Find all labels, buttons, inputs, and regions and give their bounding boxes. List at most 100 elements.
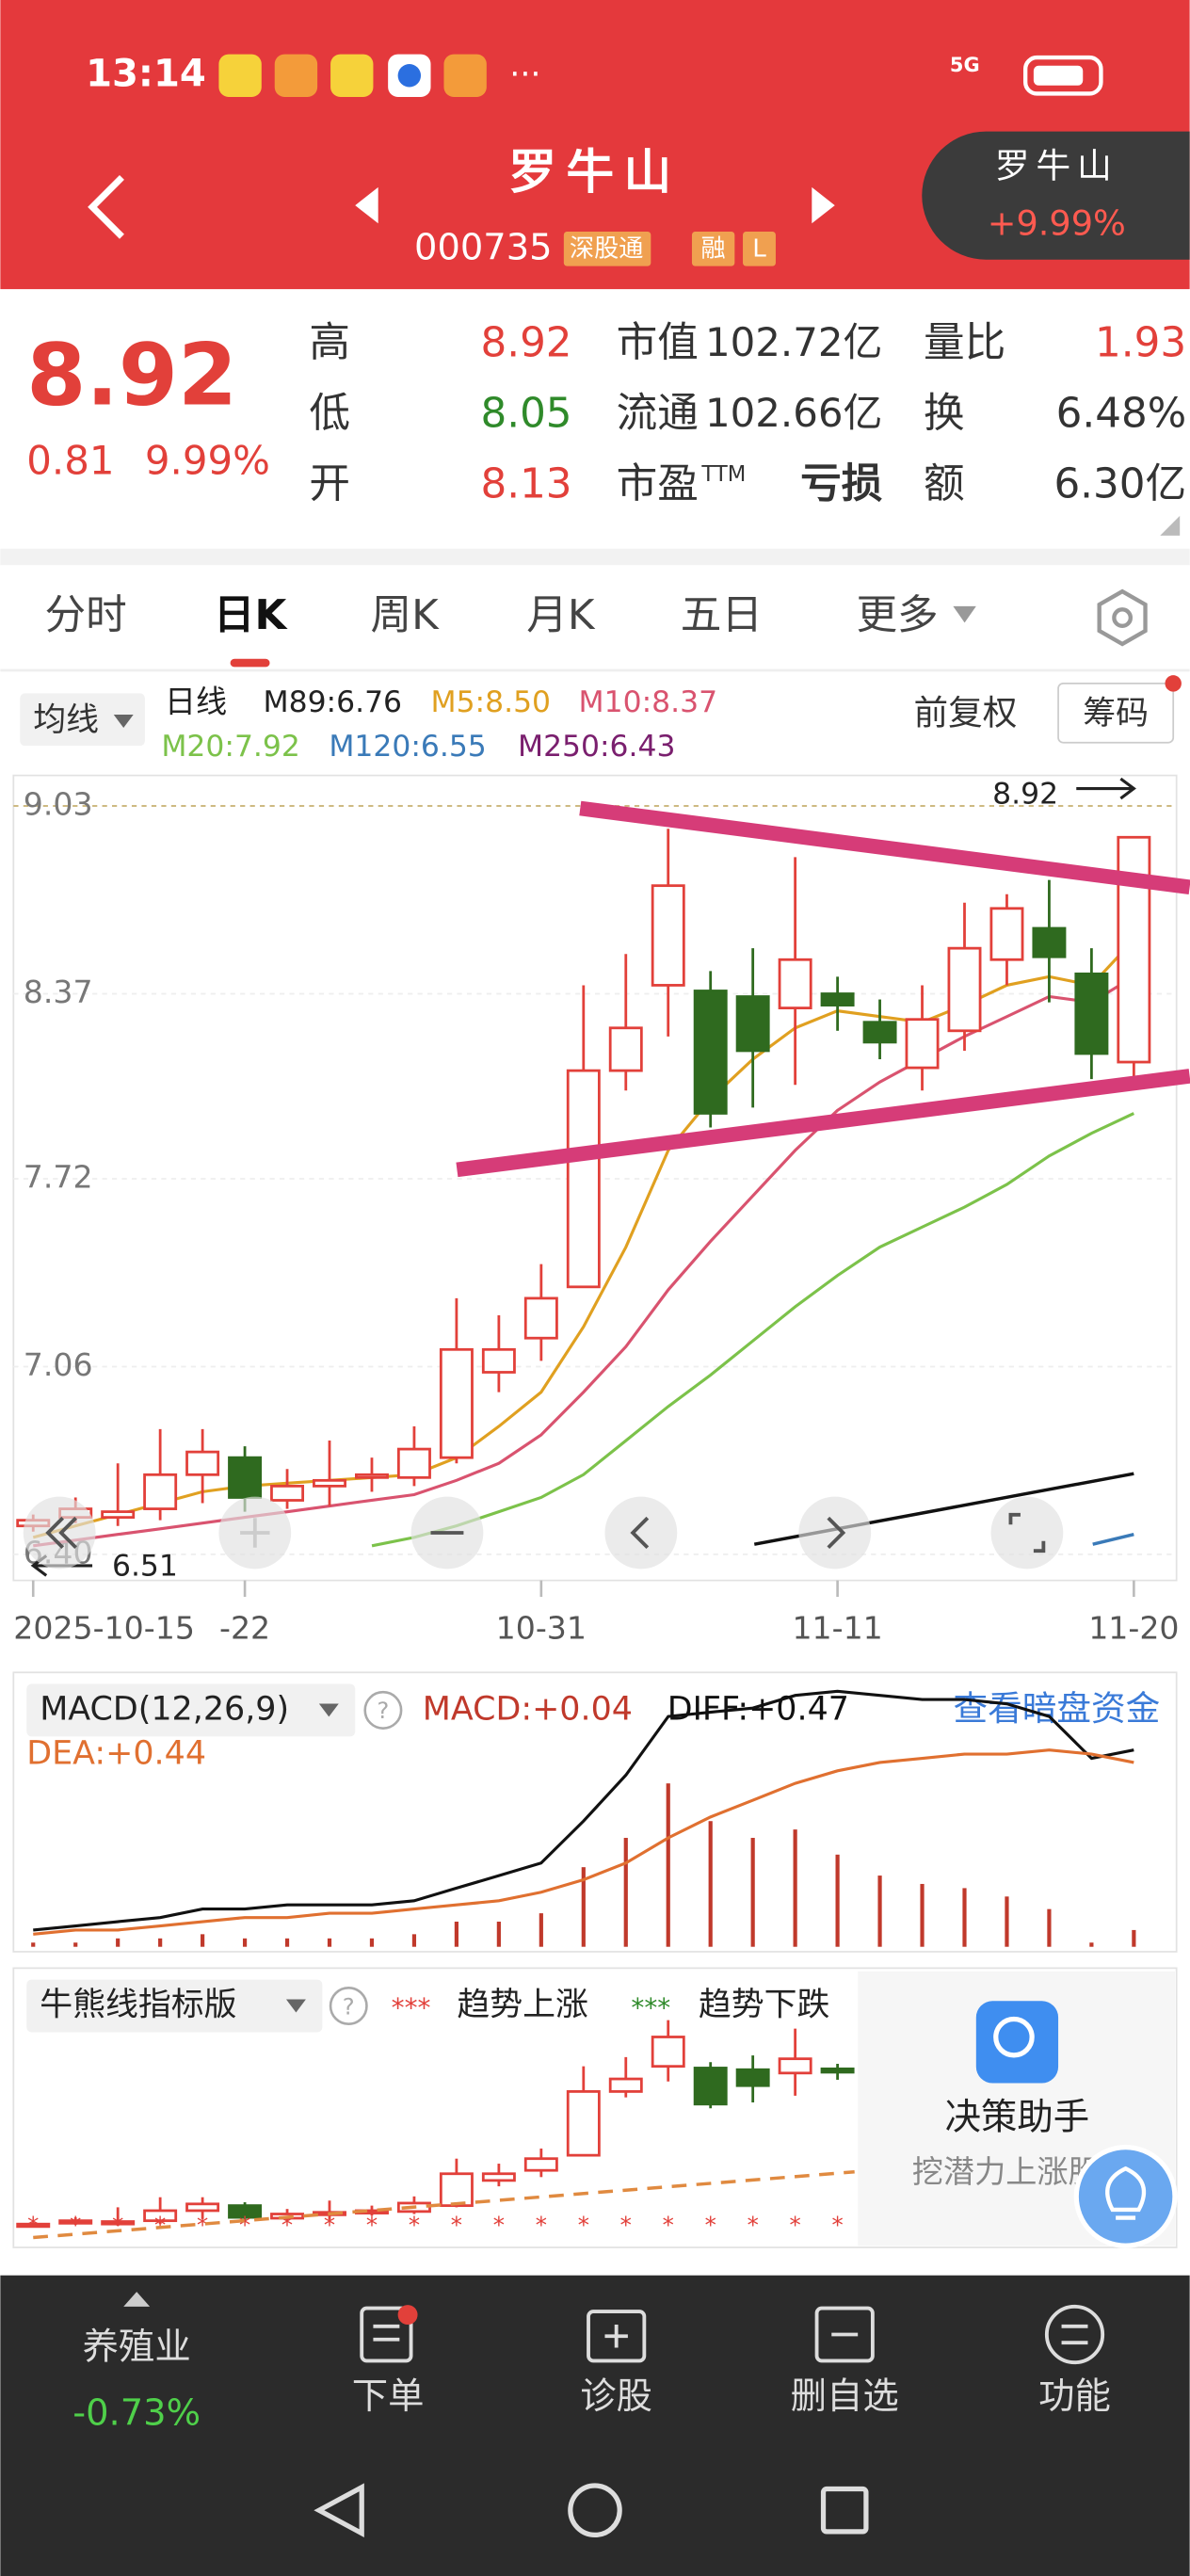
help-mark: ?	[343, 1992, 355, 2020]
candle-body	[481, 2172, 516, 2182]
candle-body	[693, 2067, 728, 2106]
settings-icon[interactable]	[1097, 588, 1148, 647]
chips-label: 筹码	[1083, 695, 1149, 733]
macd-bar	[962, 1888, 967, 1947]
nav-icons	[360, 2304, 1105, 2365]
candle-body	[58, 2219, 93, 2225]
field-sup: TTM	[700, 462, 746, 487]
candle-body	[820, 992, 855, 1006]
field-label: 量比	[924, 319, 1005, 366]
macd-selector[interactable]	[26, 1683, 356, 1737]
y-tick-label: 9.03	[24, 786, 93, 823]
compare-pill[interactable]	[922, 131, 1190, 260]
ma-legend: M20:7.92	[161, 730, 300, 764]
expand-corner[interactable]	[1160, 515, 1181, 536]
nav-item[interactable]: 功能	[1038, 2375, 1111, 2418]
diff-value: DIFF:+0.47	[667, 1690, 849, 1728]
tab[interactable]: 周K	[370, 592, 440, 639]
field-value: 1.93	[1095, 319, 1186, 366]
legend-up: 趋势上涨	[457, 1987, 588, 2024]
price: 8.92	[26, 327, 237, 426]
trend-star: *	[831, 2211, 843, 2238]
price-percent: 9.99%	[145, 438, 270, 484]
candle-body	[566, 2090, 601, 2157]
tab[interactable]: 五日	[681, 592, 763, 639]
diff-line	[33, 1689, 1134, 1932]
trend-star: *	[324, 2211, 335, 2238]
tab[interactable]: 分时	[44, 592, 126, 639]
ma-legend: M120:6.55	[329, 730, 486, 764]
fullscreen-button[interactable]	[990, 1496, 1064, 1570]
back-button[interactable]	[88, 174, 124, 239]
bullbear-frame	[12, 1967, 1178, 2248]
bullbear-title: 牛熊线指标版	[40, 1987, 236, 2024]
y-tick-label: 7.72	[24, 1158, 93, 1195]
next-stock[interactable]	[812, 186, 835, 224]
trend-line	[456, 1069, 1190, 1178]
adjust[interactable]: 前复权	[914, 693, 1018, 733]
candle-body	[523, 1296, 558, 1340]
tag-bg	[563, 232, 651, 266]
help-icon[interactable]	[329, 1987, 368, 2026]
macd-bar	[158, 1938, 163, 1947]
candle-body	[1117, 835, 1151, 1064]
macd-bar	[623, 1838, 628, 1947]
assistant-icon-glyph	[993, 2016, 1035, 2058]
candle-body	[396, 1447, 431, 1479]
candle-body	[778, 2057, 812, 2075]
x-tick-label: 11-11	[792, 1609, 882, 1646]
tag: L	[752, 235, 766, 264]
bullbear-selector[interactable]	[26, 1979, 323, 2033]
prev-stock[interactable]	[355, 186, 378, 224]
candle-body	[608, 2077, 643, 2093]
tab[interactable]: 月K	[526, 592, 596, 639]
x-tick-label: 2025-10-15	[13, 1609, 195, 1646]
candle-body	[439, 1347, 474, 1459]
ma-selector[interactable]	[20, 693, 145, 747]
macd-bar	[327, 1938, 332, 1947]
candle-body	[735, 2068, 770, 2087]
macd-bar	[835, 1854, 840, 1947]
drawn-line	[1092, 1533, 1134, 1546]
scroll-left-button[interactable]	[604, 1496, 678, 1570]
macd-bar	[750, 1838, 755, 1947]
trend-star: *	[748, 2211, 759, 2238]
help-icon[interactable]	[363, 1690, 403, 1730]
divider	[0, 548, 1190, 566]
status-time: 13:14	[86, 52, 206, 95]
nav-item[interactable]: 删自选	[791, 2375, 899, 2418]
nav-item[interactable]: 诊股	[580, 2375, 652, 2418]
candle-body	[481, 1347, 516, 1374]
trend-star: *	[578, 2211, 589, 2238]
settings-icon-dot	[1112, 607, 1134, 628]
trend-star: *	[493, 2211, 505, 2238]
candle-body	[735, 995, 770, 1053]
high-annotation: 8.92	[992, 778, 1058, 812]
field-label: 流通	[617, 390, 699, 437]
bottom-nav	[0, 2275, 1190, 2576]
trend-star: *	[536, 2211, 547, 2238]
control-icons	[45, 1512, 1046, 1554]
trend-star: *	[366, 2211, 378, 2238]
legend-marker: ***	[631, 1992, 670, 2023]
nav-item[interactable]: 下单	[352, 2375, 425, 2418]
candle-body	[905, 1018, 940, 1070]
dropdown-arrow	[285, 1999, 306, 2013]
scroll-right-button[interactable]	[798, 1496, 872, 1570]
dea-line	[33, 1748, 1134, 1936]
macd-bar	[1005, 1896, 1009, 1947]
tag: 融	[701, 235, 726, 264]
bullbear-line	[33, 2170, 855, 2240]
x-tick-label: -22	[219, 1609, 270, 1646]
tab-active[interactable]: 日K	[214, 592, 289, 639]
y-tick-label: 8.37	[24, 974, 93, 1010]
candle-body	[185, 1450, 220, 1476]
candle-body	[355, 1473, 389, 1479]
sector-name[interactable]: 养殖业	[83, 2326, 191, 2369]
tab[interactable]: 更多	[856, 592, 938, 639]
macd-bar	[369, 1938, 375, 1947]
pill-change: +9.99%	[988, 203, 1126, 244]
chips-button[interactable]	[1057, 683, 1175, 744]
tips-button[interactable]	[1073, 2144, 1178, 2248]
